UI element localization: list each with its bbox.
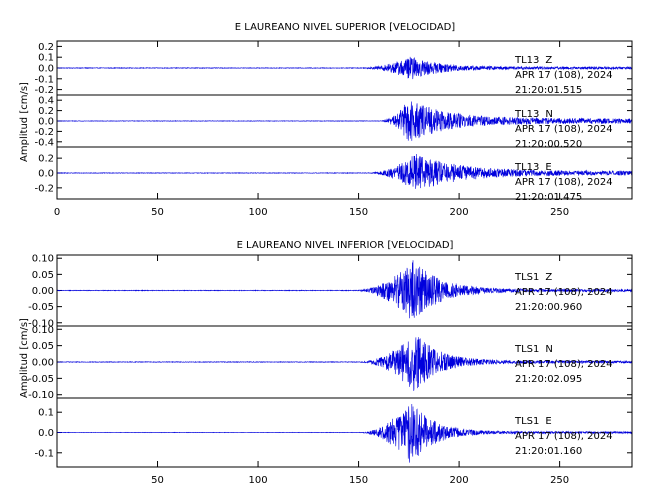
y-tick-label: 0.05 <box>32 341 54 352</box>
y-tick-label: 0.0 <box>38 117 54 128</box>
chart-title-superior: E LAUREANO NIVEL SUPERIOR [VELOCIDAD] <box>235 22 455 33</box>
y-tick-label: 0.2 <box>38 42 54 53</box>
station-component-label: TL13 N <box>514 109 553 120</box>
y-tick-label: -0.2 <box>34 85 54 96</box>
y-tick-label: 0.00 <box>32 358 54 369</box>
x-ticks-superior: 0 50 100 150 200 250 <box>54 41 569 218</box>
trace-date-label: APR 17 (108), 2024 <box>515 177 613 188</box>
x-tick-label: 150 <box>349 207 368 218</box>
waveform-trace-inferior-n <box>56 337 633 391</box>
x-tick-label: 100 <box>249 475 268 486</box>
trace-date-label: APR 17 (108), 2024 <box>515 431 613 442</box>
y-tick-label: 0.1 <box>38 53 54 64</box>
y-tick-label: -0.2 <box>34 127 54 138</box>
y-tick-label: -0.1 <box>34 74 54 85</box>
panel-superior-e: 0.2 0.0 -0.2 TL13 E APR 17 (108), 2024 21:2… <box>34 146 633 203</box>
y-tick-label: 0.2 <box>38 154 54 165</box>
x-tick-label: 100 <box>249 207 268 218</box>
trace-time-label: 21:20:02.095 <box>515 374 582 385</box>
y-tick-label: 0.2 <box>38 106 54 117</box>
y-tick-label: 0.00 <box>32 286 54 297</box>
y-ticks-superior-e: 0.2 0.0 -0.2 <box>34 154 632 194</box>
x-tick-label: 50 <box>151 207 164 218</box>
y-tick-label: -0.05 <box>28 302 54 313</box>
trace-time-label: 21:20:01.160 <box>515 446 582 457</box>
station-component-label: TL13 E <box>514 162 552 173</box>
trace-date-label: APR 17 (108), 2024 <box>515 359 613 370</box>
y-axis-label-superior: Amplitud [cm/s] <box>19 82 30 162</box>
y-tick-label: 0.10 <box>32 325 54 336</box>
x-tick-label: 200 <box>450 475 469 486</box>
y-tick-label: 0.4 <box>38 96 54 107</box>
trace-date-label: APR 17 (108), 2024 <box>515 70 613 81</box>
station-component-label: TL13 Z <box>514 55 552 66</box>
y-axis-label-inferior: Amplitud [cm/s] <box>19 318 30 398</box>
panel-frame-superior-e <box>56 146 633 200</box>
x-tick-label: 50 <box>151 475 164 486</box>
station-component-label: TLS1 E <box>514 416 552 427</box>
y-tick-label: -0.4 <box>34 137 54 148</box>
trace-time-label: 21:20:00.520 <box>515 139 582 150</box>
y-tick-label: 0.0 <box>38 428 54 439</box>
y-tick-label: -0.05 <box>28 374 54 385</box>
station-component-label: TLS1 Z <box>514 272 552 283</box>
chart-title-inferior: E LAUREANO NIVEL INFERIOR [VELOCIDAD] <box>237 240 454 251</box>
x-tick-label: 150 <box>349 475 368 486</box>
y-tick-label: -0.10 <box>28 390 54 401</box>
x-tick-label: 0 <box>54 207 60 218</box>
trace-time-label: 21:20:00.960 <box>515 302 582 313</box>
x-tick-label: 250 <box>550 207 569 218</box>
trace-time-label: 21:20:01.475 <box>515 192 582 203</box>
waveform-trace-inferior-e <box>56 403 633 463</box>
waveform-trace-superior-e <box>56 153 633 189</box>
trace-date-label: APR 17 (108), 2024 <box>515 124 613 135</box>
y-tick-label: 0.0 <box>38 64 54 75</box>
y-tick-label: 0.0 <box>38 169 54 180</box>
trace-date-label: APR 17 (108), 2024 <box>515 287 613 298</box>
y-tick-label: 0.05 <box>32 270 54 281</box>
waveform-trace-superior-n <box>56 101 633 141</box>
waveform-trace-superior-z <box>56 56 633 80</box>
panel-inferior-n: 0.10 0.05 0.00 -0.05 -0.10 TLS1 N APR 17 (108… <box>28 325 633 401</box>
panel-inferior-z: 0.10 0.05 0.00 -0.05 -0.10 TLS1 Z APR 17 (108… <box>28 254 633 329</box>
panel-superior-z: 0.20.10.0-0.1-0.2 TL13 Z APR 17 (108), 20… <box>34 40 633 96</box>
panel-inferior-e: 0.1 0.0 -0.1 TLS1 E APR 17 (108), 2024 21:2… <box>34 397 633 468</box>
trace-time-label: 21:20:01.515 <box>515 85 582 96</box>
x-tick-label: 200 <box>450 207 469 218</box>
x-ticks-inferior: 50 100 150 200 250 <box>151 255 569 486</box>
y-tick-label: -0.2 <box>34 183 54 194</box>
panel-superior-n: 0.40.20.0-0.2-0.4 TL13 N APR 17 (108), 20… <box>34 94 633 150</box>
y-tick-label: 0.1 <box>38 408 54 419</box>
y-tick-label: -0.1 <box>34 448 54 459</box>
y-tick-label: -0.10 <box>28 318 54 329</box>
panel-frame-inferior-e <box>56 397 633 468</box>
y-ticks-superior-n: 0.40.20.0-0.2-0.4 <box>34 96 632 148</box>
station-component-label: TLS1 N <box>514 344 553 355</box>
waveform-trace-inferior-z <box>56 260 633 319</box>
x-tick-label: 250 <box>550 475 569 486</box>
y-tick-label: 0.10 <box>32 254 54 265</box>
